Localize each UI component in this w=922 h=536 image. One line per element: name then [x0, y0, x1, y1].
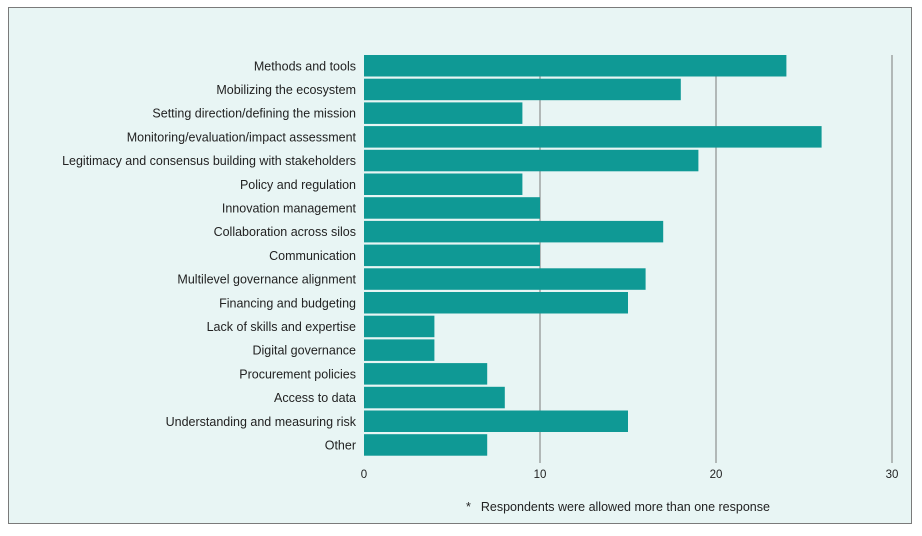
x-tick-label: 0 — [361, 469, 367, 481]
category-label: Multilevel governance alignment — [177, 273, 356, 287]
x-tick-label: 10 — [534, 469, 547, 481]
bar — [364, 363, 488, 385]
category-label: Policy and regulation — [240, 178, 356, 192]
bar — [364, 78, 681, 101]
bar — [364, 55, 787, 77]
bar — [364, 410, 628, 432]
category-label: Access to data — [274, 391, 356, 405]
category-label: Monitoring/evaluation/impact assessment — [127, 130, 357, 144]
bar — [364, 292, 628, 314]
x-axis-tick-labels: 0 10 20 30 — [361, 469, 899, 481]
category-label: Lack of skills and expertise — [207, 320, 356, 334]
bar — [364, 149, 699, 172]
footnote-star: * — [466, 500, 471, 514]
category-labels: Methods and tools Mobilizing the ecosyste… — [62, 59, 357, 452]
bar — [364, 386, 505, 409]
bar — [364, 339, 435, 361]
category-label: Understanding and measuring risk — [166, 415, 357, 429]
category-label: Mobilizing the ecosystem — [216, 83, 356, 97]
x-tick-label: 30 — [886, 469, 899, 481]
category-label: Collaboration across silos — [214, 225, 356, 239]
category-label: Other — [325, 438, 356, 452]
category-label: Digital governance — [252, 344, 356, 358]
bar — [364, 173, 523, 195]
bar — [364, 268, 646, 290]
category-label: Legitimacy and consensus building with s… — [62, 154, 356, 168]
category-label: Financing and budgeting — [219, 296, 356, 310]
category-label: Communication — [269, 249, 356, 263]
bars — [364, 55, 822, 456]
category-label: Procurement policies — [239, 367, 356, 381]
bar — [364, 220, 664, 243]
bar — [364, 197, 540, 219]
footnote-text: Respondents were allowed more than one r… — [480, 500, 770, 514]
bar — [364, 102, 523, 124]
bar — [364, 434, 488, 456]
bar — [364, 244, 540, 267]
bar — [364, 126, 822, 148]
grid-lines — [539, 55, 893, 463]
bar — [364, 315, 435, 338]
footnote: * Respondents were allowed more than one … — [466, 500, 770, 514]
category-label: Innovation management — [222, 201, 357, 215]
category-label: Methods and tools — [254, 59, 356, 73]
category-label: Setting direction/defining the mission — [152, 107, 356, 121]
x-tick-label: 20 — [710, 469, 723, 481]
